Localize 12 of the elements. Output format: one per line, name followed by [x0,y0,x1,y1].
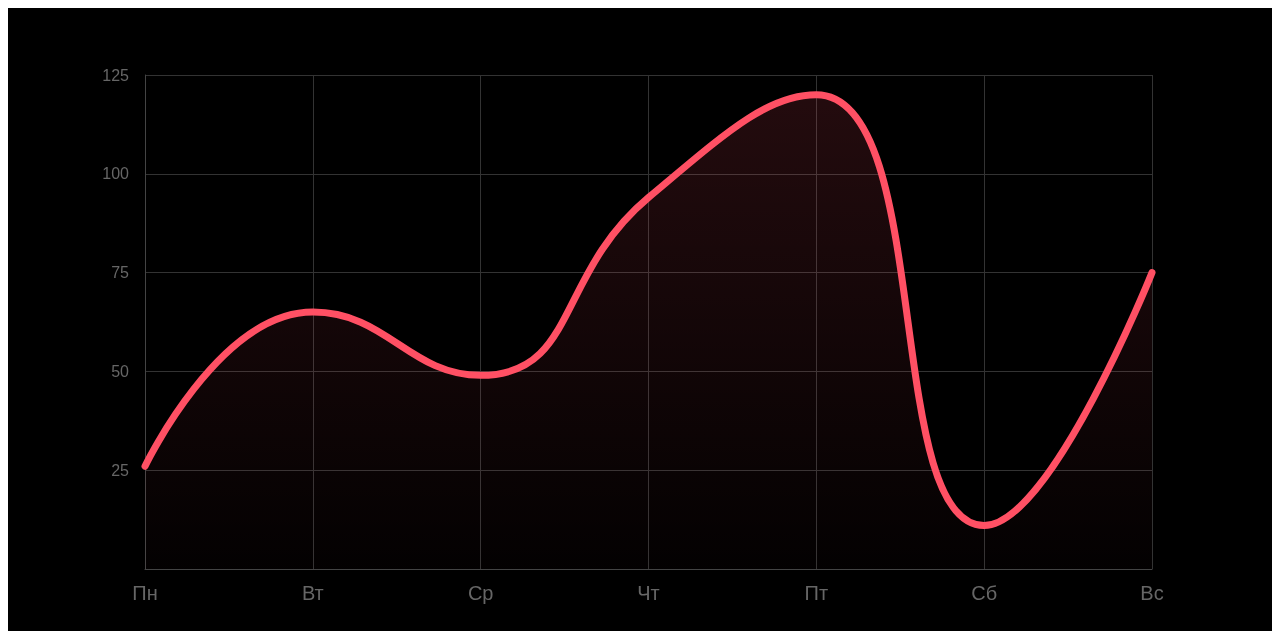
x-tick-label: Пн [132,582,158,604]
y-tick-label: 25 [111,461,130,479]
y-tick-label: 75 [111,264,130,282]
x-tick-label: Чт [637,582,660,604]
y-tick-label: 125 [102,66,130,84]
x-tick-label: Вт [301,582,324,604]
y-tick-label: 100 [102,165,130,183]
x-tick-label: Ср [467,582,494,604]
x-tick-label: Сб [971,582,998,604]
x-tick-label: Вс [1140,582,1164,604]
y-tick-label: 50 [111,362,130,380]
x-tick-label: Пт [804,582,829,604]
